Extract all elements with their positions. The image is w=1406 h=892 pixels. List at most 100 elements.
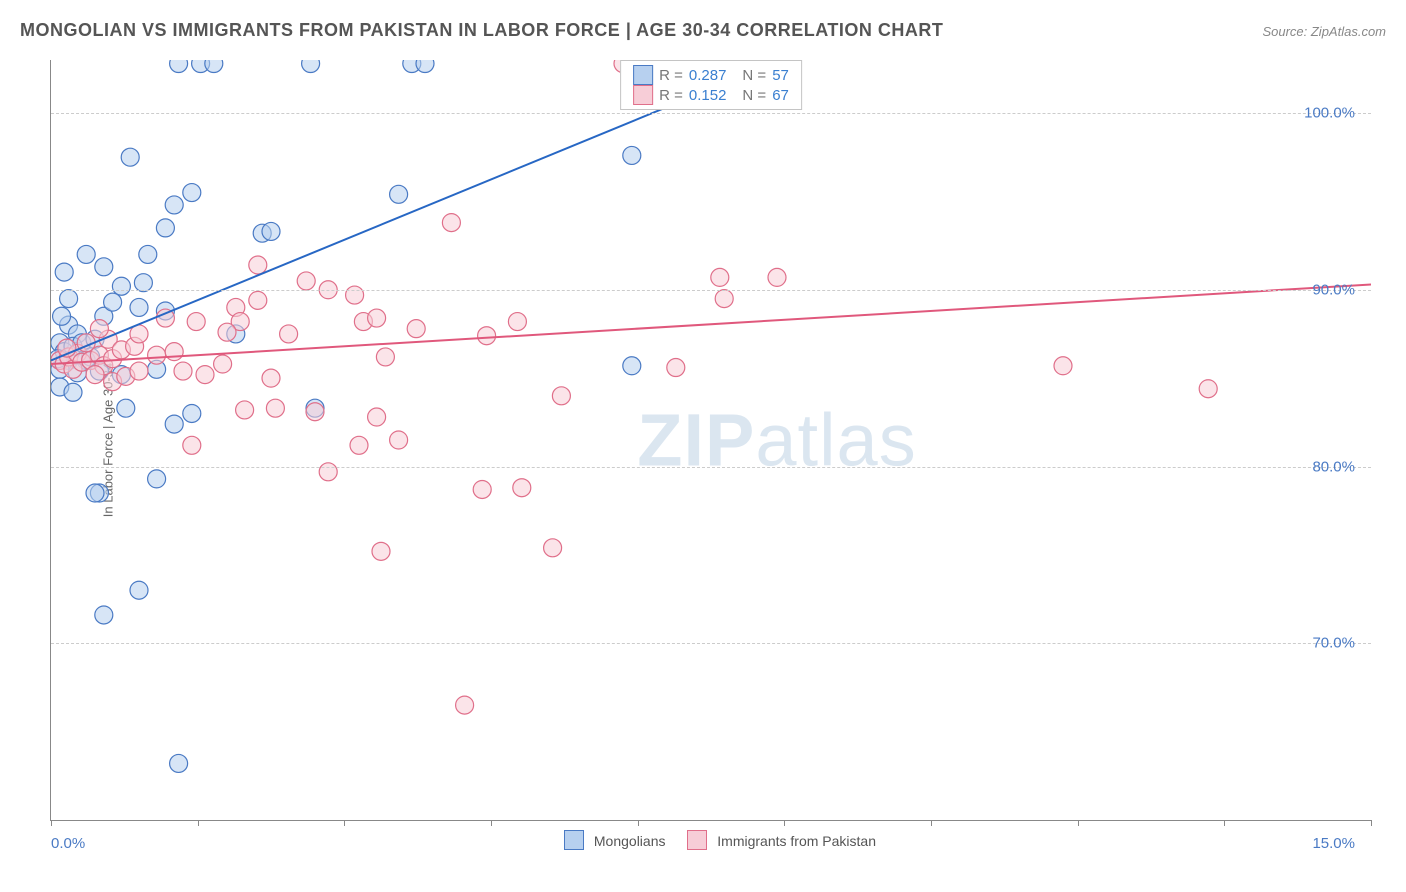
scatter-point xyxy=(139,245,157,263)
scatter-point xyxy=(68,325,86,343)
scatter-point xyxy=(68,344,86,362)
chart-svg xyxy=(51,60,1371,820)
scatter-point xyxy=(117,399,135,417)
scatter-point xyxy=(249,291,267,309)
scatter-point xyxy=(73,334,91,352)
scatter-point xyxy=(456,696,474,714)
scatter-point xyxy=(249,256,267,274)
n-value-mongolians: 57 xyxy=(772,67,789,84)
scatter-point xyxy=(170,60,188,73)
scatter-point xyxy=(95,606,113,624)
scatter-point xyxy=(350,436,368,454)
x-tick xyxy=(931,820,932,826)
scatter-point xyxy=(253,224,271,242)
scatter-point xyxy=(73,353,91,371)
y-axis-label: In Labor Force | Age 30-34 xyxy=(101,363,116,517)
scatter-point xyxy=(552,387,570,405)
scatter-point xyxy=(148,346,166,364)
scatter-point xyxy=(390,185,408,203)
watermark-left: ZIP xyxy=(637,399,755,482)
scatter-point xyxy=(280,325,298,343)
scatter-point xyxy=(544,539,562,557)
scatter-point xyxy=(218,323,236,341)
x-tick xyxy=(1078,820,1079,826)
scatter-point xyxy=(623,357,641,375)
scatter-point xyxy=(231,313,249,331)
scatter-point xyxy=(104,293,122,311)
scatter-point xyxy=(183,184,201,202)
scatter-point xyxy=(297,272,315,290)
scatter-point xyxy=(1199,380,1217,398)
scatter-point xyxy=(368,408,386,426)
scatter-point xyxy=(82,351,100,369)
plot-area: In Labor Force | Age 30-34 ZIPatlas R = … xyxy=(50,60,1371,821)
watermark: ZIPatlas xyxy=(637,398,916,483)
scatter-point xyxy=(174,362,192,380)
scatter-point xyxy=(68,364,86,382)
scatter-point xyxy=(51,350,67,368)
scatter-point xyxy=(390,431,408,449)
y-tick-label: 100.0% xyxy=(1304,105,1355,122)
scatter-point xyxy=(58,339,76,357)
scatter-point xyxy=(53,307,71,325)
scatter-point xyxy=(368,309,386,327)
scatter-point xyxy=(112,341,130,359)
scatter-point xyxy=(416,60,434,73)
scatter-point xyxy=(117,367,135,385)
scatter-point xyxy=(130,581,148,599)
scatter-point xyxy=(112,277,130,295)
scatter-point xyxy=(354,313,372,331)
scatter-point xyxy=(156,219,174,237)
scatter-point xyxy=(64,383,82,401)
scatter-point xyxy=(82,348,100,366)
scatter-point xyxy=(86,330,104,348)
x-tick xyxy=(784,820,785,826)
gridline xyxy=(51,643,1371,644)
x-tick-label: 15.0% xyxy=(1312,835,1355,852)
watermark-right: atlas xyxy=(755,399,916,482)
x-tick xyxy=(51,820,52,826)
scatter-point xyxy=(768,268,786,286)
legend-label-pakistan: Immigrants from Pakistan xyxy=(717,833,876,849)
scatter-point xyxy=(667,359,685,377)
scatter-point xyxy=(319,463,337,481)
scatter-point xyxy=(90,346,108,364)
x-tick xyxy=(344,820,345,826)
scatter-point xyxy=(130,325,148,343)
correlation-stat-box: R = 0.287 N = 57 R = 0.152 N = 67 xyxy=(620,60,802,110)
scatter-point xyxy=(165,415,183,433)
source-attribution: Source: ZipAtlas.com xyxy=(1262,24,1386,39)
scatter-point xyxy=(148,470,166,488)
scatter-point xyxy=(623,146,641,164)
scatter-point xyxy=(60,290,78,308)
scatter-point xyxy=(183,436,201,454)
stat-swatch-pakistan xyxy=(633,85,653,105)
x-tick xyxy=(1371,820,1372,826)
gridline xyxy=(51,113,1371,114)
scatter-point xyxy=(306,403,324,421)
scatter-point xyxy=(64,360,82,378)
scatter-point xyxy=(196,366,214,384)
scatter-point xyxy=(711,268,729,286)
scatter-point xyxy=(55,343,73,361)
gridline xyxy=(51,467,1371,468)
trend-line xyxy=(51,284,1371,364)
scatter-point xyxy=(442,214,460,232)
scatter-point xyxy=(130,362,148,380)
scatter-point xyxy=(227,325,245,343)
scatter-point xyxy=(165,196,183,214)
legend-label-mongolians: Mongolians xyxy=(594,833,666,849)
x-tick xyxy=(198,820,199,826)
y-tick-label: 90.0% xyxy=(1312,281,1355,298)
scatter-point xyxy=(187,313,205,331)
scatter-point xyxy=(407,320,425,338)
scatter-point xyxy=(262,369,280,387)
scatter-point xyxy=(51,334,69,352)
scatter-point xyxy=(192,60,210,73)
scatter-point xyxy=(90,320,108,338)
scatter-point xyxy=(60,348,78,366)
n-value-pakistan: 67 xyxy=(772,87,789,104)
scatter-point xyxy=(262,222,280,240)
legend: Mongolians Immigrants from Pakistan xyxy=(51,830,1371,850)
chart-title: MONGOLIAN VS IMMIGRANTS FROM PAKISTAN IN… xyxy=(20,20,943,41)
